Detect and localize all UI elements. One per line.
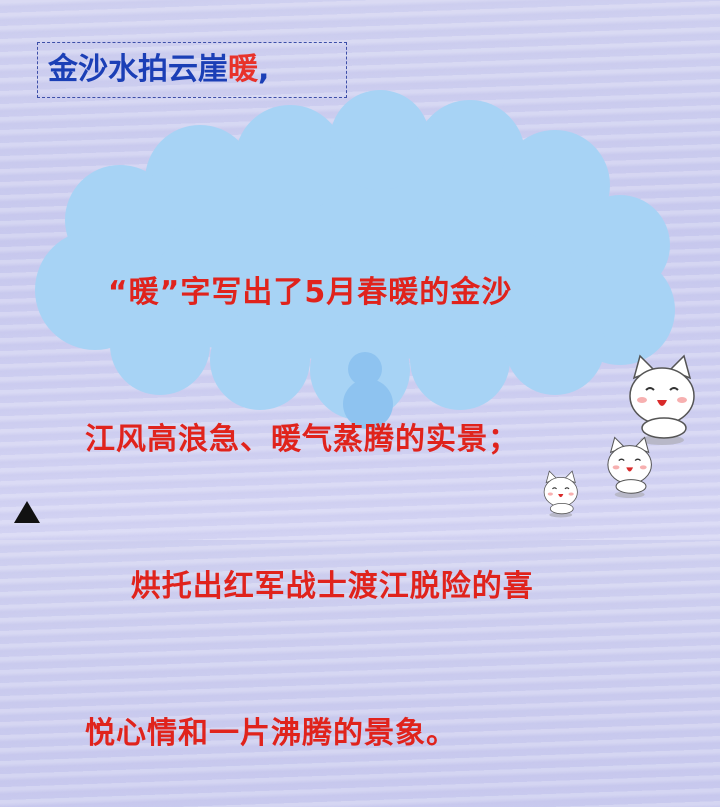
cloud-line: 悦心情和一片沸腾的景象。 xyxy=(85,716,457,751)
title-punctuation: , xyxy=(258,52,270,87)
cat-face-icon xyxy=(629,354,695,445)
triangle-up-icon[interactable] xyxy=(14,501,40,523)
cloud-line: 烘托出红军战士渡江脱险的喜 xyxy=(85,569,534,604)
thought-cloud xyxy=(35,90,675,429)
thought-bubble-small xyxy=(348,352,382,386)
cloud-line: 江风高浪急、暖气蒸腾的实景； xyxy=(85,422,519,457)
title-accent-char: 暖 xyxy=(228,52,258,87)
thought-bubble-large xyxy=(343,379,393,429)
title-box: 金沙水拍云崖 暖 , xyxy=(37,42,347,98)
cloud-text: “暖”字写出了5月春暖的金沙 江风高浪急、暖气蒸腾的实景； 烘托出红军战士渡江脱… xyxy=(85,170,675,807)
cloud-line: “暖”字写出了5月春暖的金沙 xyxy=(85,275,513,310)
cat-face-icon xyxy=(607,436,652,498)
title-text: 金沙水拍云崖 xyxy=(48,52,228,87)
cat-face-icon xyxy=(543,470,578,518)
